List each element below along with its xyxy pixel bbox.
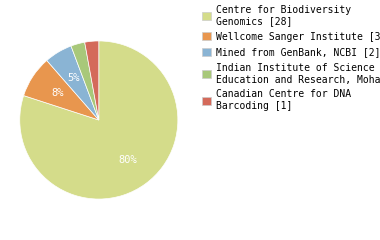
- Legend: Centre for Biodiversity
Genomics [28], Wellcome Sanger Institute [3], Mined from: Centre for Biodiversity Genomics [28], W…: [203, 5, 380, 111]
- Wedge shape: [20, 41, 178, 199]
- Text: 5%: 5%: [67, 73, 80, 83]
- Wedge shape: [85, 41, 99, 120]
- Text: 80%: 80%: [118, 155, 137, 165]
- Wedge shape: [47, 46, 99, 120]
- Wedge shape: [71, 42, 99, 120]
- Wedge shape: [24, 60, 99, 120]
- Text: 8%: 8%: [52, 88, 64, 98]
